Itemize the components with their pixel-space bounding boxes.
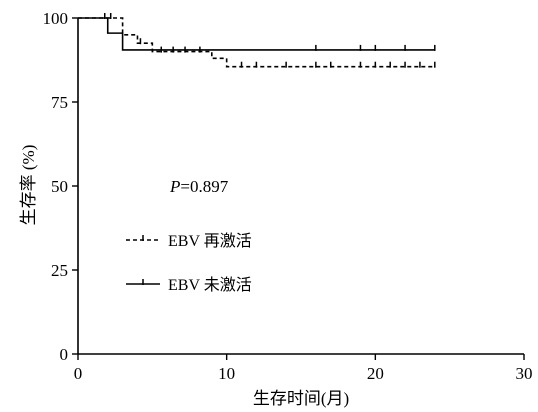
legend-label-1: EBV 再激活 [168,232,252,250]
p-value-annotation: P=0.897 [169,177,229,196]
x-tick-label: 20 [367,364,384,383]
p-value-prefix: P [169,177,180,196]
series-line-2 [78,17,435,51]
legend: EBV 再激活 EBV 未激活 [126,232,252,294]
x-tick-label: 10 [218,364,235,383]
x-tick-label: 0 [74,364,83,383]
y-tick-label: 100 [43,9,69,28]
p-value-value: =0.897 [180,177,228,196]
x-tick-label: 30 [516,364,533,383]
y-tick-label: 75 [51,93,68,112]
axes: 0 10 20 30 0 25 50 75 100 [43,9,533,383]
y-tick-label: 50 [51,177,68,196]
legend-label-2: EBV 未激活 [168,276,252,294]
y-tick-label: 25 [51,261,68,280]
series-layer [78,13,436,68]
y-axis-title: 生存率 (%) [19,145,38,226]
series-line-1 [78,17,435,68]
x-axis-title: 生存时间(月) [253,389,349,408]
y-tick-label: 0 [60,345,69,364]
